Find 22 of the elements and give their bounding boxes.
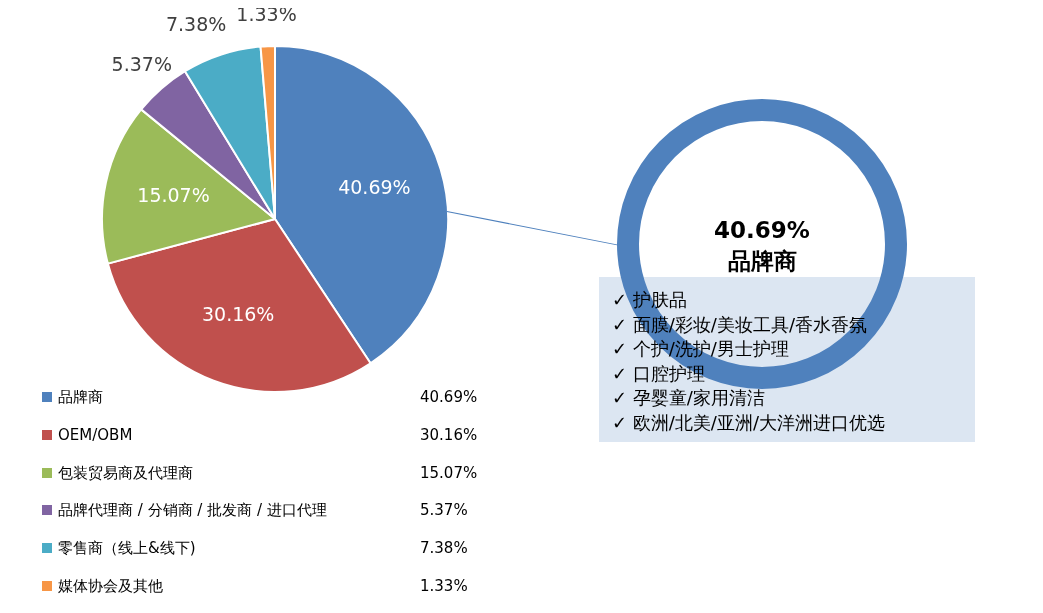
text: 40.69% [420,388,478,406]
text: ✓ 欧洲/北美/亚洲/大洋洲进口优选 [612,410,885,435]
text: ✓ 护肤品 [612,288,688,312]
text: 1.33% [420,577,468,595]
text: 40.69% [713,216,811,245]
data-label: 40.69% [338,176,411,199]
legend-label: 包装贸易商及代理商 [58,462,193,484]
legend-label: OEM/OBM [58,424,133,446]
legend-label: 媒体协会及其他 [58,576,163,597]
data-label: 30.16% [201,302,275,325]
data-label: 5.37% [111,52,172,75]
text: 7.38% [420,539,468,558]
text: 15.07% [420,463,478,482]
text: 5.37% [420,501,468,520]
legend-label: 零售商（线上&线下) [58,538,196,560]
data-label: 7.38% [165,12,227,35]
legend-label: 品牌商 [58,387,103,408]
data-label: 15.07% [137,184,210,207]
legend-label: 品牌代理商 / 分销商 / 批发商 / 进口代理 [58,500,327,522]
text: ✓ 孕婴童/家用清洁 [612,386,766,410]
text: 品牌商 [726,247,798,276]
text: 30.16% [420,425,478,444]
